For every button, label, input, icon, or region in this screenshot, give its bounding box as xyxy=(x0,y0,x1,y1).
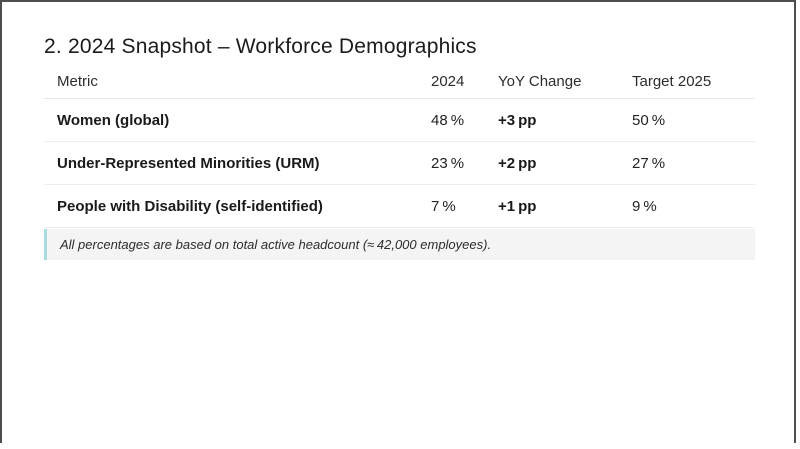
target-2025-value: 9 % xyxy=(632,197,657,215)
column-header-metric: Metric xyxy=(57,72,98,90)
yoy-change-value: +2 pp xyxy=(498,154,537,172)
value-2024: 23 % xyxy=(431,154,465,172)
target-2025-value: 50 % xyxy=(632,111,666,129)
table-row-urm: Under-Represented Minorities (URM) 23 % … xyxy=(44,142,755,185)
slide-content: 2. 2024 Snapshot – Workforce Demographic… xyxy=(44,35,755,260)
footnote-callout: All percentages are based on total activ… xyxy=(44,229,755,260)
slide-title: 2. 2024 Snapshot – Workforce Demographic… xyxy=(44,35,477,58)
table-header-row: Metric 2024 YoY Change Target 2025 xyxy=(44,64,755,99)
metric-label: Under-Represented Minorities (URM) xyxy=(57,154,320,172)
metric-label: Women (global) xyxy=(57,111,170,129)
column-header-yoy-change: YoY Change xyxy=(498,72,582,90)
yoy-change-value: +3 pp xyxy=(498,111,537,129)
demographics-table: Metric 2024 YoY Change Target 2025 Women… xyxy=(44,64,755,228)
target-2025-value: 27 % xyxy=(632,154,666,172)
table-row-women-global: Women (global) 48 % +3 pp 50 % xyxy=(44,99,755,142)
value-2024: 48 % xyxy=(431,111,465,129)
metric-label: People with Disability (self-identified) xyxy=(57,197,323,215)
yoy-change-value: +1 pp xyxy=(498,197,537,215)
column-header-2024: 2024 xyxy=(431,72,465,90)
table-row-disability: People with Disability (self-identified)… xyxy=(44,185,755,228)
value-2024: 7 % xyxy=(431,197,456,215)
footnote-text: All percentages are based on total activ… xyxy=(60,237,492,252)
column-header-target-2025: Target 2025 xyxy=(632,72,712,90)
